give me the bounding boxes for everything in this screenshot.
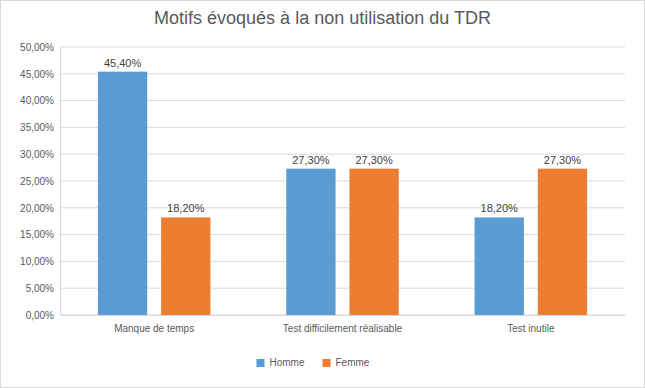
y-tick-label: 40,00%: [20, 95, 54, 106]
y-tick: 20,00%: [20, 203, 60, 214]
chart-frame: [1, 1, 645, 388]
y-tick: 0,00%: [26, 310, 60, 321]
x-axis-line: [61, 315, 626, 316]
bar: [475, 217, 524, 315]
data-label: 27,30%: [544, 154, 582, 166]
y-tick-label: 35,00%: [20, 122, 54, 133]
y-tick-label: 45,00%: [20, 69, 54, 80]
x-axis: Manque de temps Test difficilement réalis…: [61, 315, 626, 334]
y-tick: 25,00%: [20, 176, 60, 187]
legend-swatch: [257, 359, 265, 367]
data-label: 27,30%: [355, 154, 393, 166]
y-tick-label: 10,00%: [20, 256, 54, 267]
bar: [349, 169, 398, 315]
data-label: 18,20%: [481, 202, 519, 214]
plot: 0,00% 5,00% 10,00% 15,00% 20,00% 25,00% 30,00%…: [20, 42, 625, 334]
data-label: 27,30%: [292, 154, 330, 166]
x-tick-label: Test difficilement réalisable: [283, 323, 403, 334]
bar: [98, 72, 147, 315]
y-tick-label: 20,00%: [20, 203, 54, 214]
legend-swatch: [323, 359, 331, 367]
x-tick: Test difficilement réalisable: [283, 315, 403, 334]
x-tick: Manque de temps: [114, 315, 194, 334]
y-tick-label: 15,00%: [20, 229, 54, 240]
y-tick: 30,00%: [20, 149, 60, 160]
y-tick: 10,00%: [20, 256, 60, 267]
y-tick: 15,00%: [20, 229, 60, 240]
y-tick: 45,00%: [20, 69, 60, 80]
y-tick-label: 5,00%: [26, 283, 54, 294]
x-tick: Test inutile: [507, 315, 555, 334]
x-tick-label: Manque de temps: [114, 323, 194, 334]
y-tick: 5,00%: [26, 283, 60, 294]
legend: Homme Femme: [257, 357, 370, 368]
bars: [98, 72, 587, 315]
legend-label: Femme: [336, 357, 370, 368]
y-tick-label: 30,00%: [20, 149, 54, 160]
y-tick: 35,00%: [20, 122, 60, 133]
bar: [286, 169, 335, 315]
data-label: 18,20%: [167, 202, 205, 214]
bar: [538, 169, 587, 315]
data-label: 45,40%: [104, 57, 142, 69]
chart: Motifs évoqués à la non utilisation du T…: [0, 0, 645, 388]
grid-line: [60, 47, 625, 48]
legend-label: Homme: [270, 357, 305, 368]
y-tick-label: 0,00%: [26, 310, 54, 321]
y-axis-line: [60, 48, 61, 316]
y-tick: 40,00%: [20, 95, 60, 106]
bar: [161, 217, 210, 315]
grid: [60, 47, 625, 315]
y-axis: 0,00% 5,00% 10,00% 15,00% 20,00% 25,00% 30,00%…: [20, 42, 60, 321]
x-tick-label: Test inutile: [507, 323, 555, 334]
data-labels: 45,40% 27,30% 18,20% 18,20% 27,30% 27,30%: [104, 57, 581, 215]
y-tick-label: 50,00%: [20, 42, 54, 53]
title: Motifs évoqués à la non utilisation du T…: [154, 8, 491, 28]
y-tick: 50,00%: [20, 42, 60, 53]
y-tick-label: 25,00%: [20, 176, 54, 187]
